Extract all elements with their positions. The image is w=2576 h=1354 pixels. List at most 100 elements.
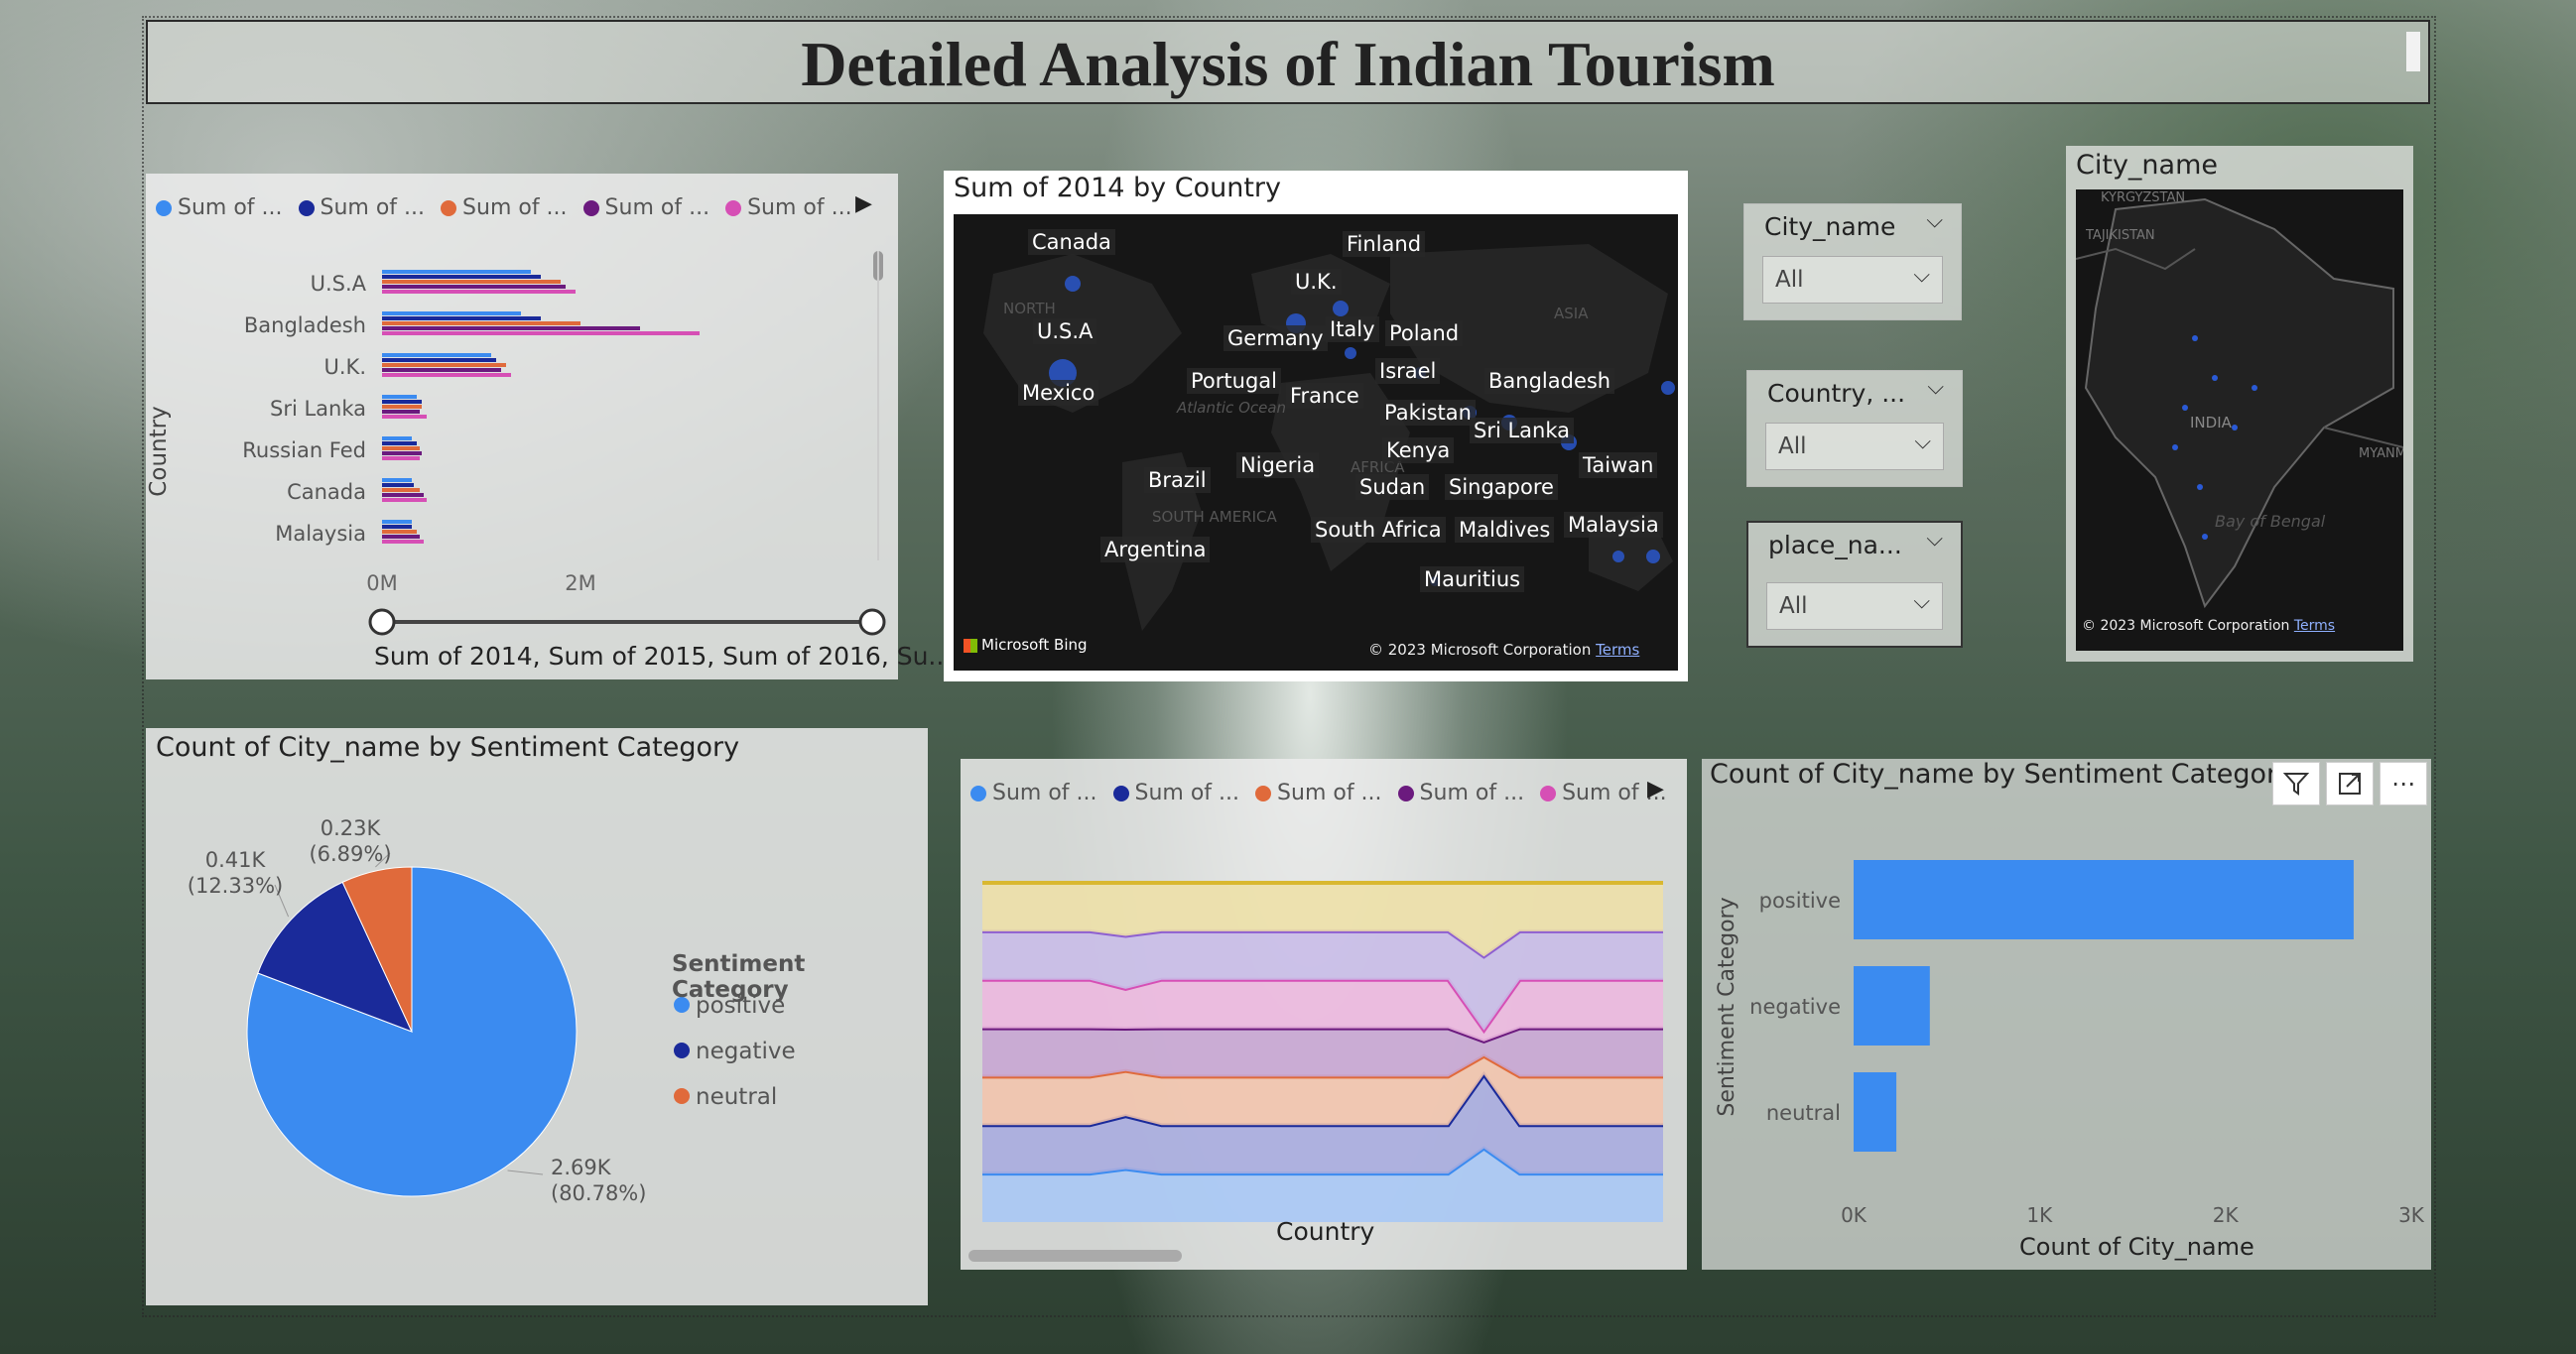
- bar: [382, 525, 412, 529]
- bar: [382, 285, 566, 289]
- map-label: Poland: [1385, 320, 1464, 346]
- map-label: Pakistan: [1380, 400, 1476, 426]
- y-axis-label: Sentiment Category: [1715, 897, 1739, 1116]
- more-options-icon[interactable]: ⋯: [2380, 762, 2427, 805]
- terms-link[interactable]: Terms: [1596, 641, 1640, 659]
- slicer-place-name[interactable]: place_na... ⌵ All ⌵: [1746, 521, 1963, 648]
- bar2-xlabel: Count of City_name: [2019, 1233, 2254, 1261]
- pie-percent-label: (80.78%): [551, 1181, 646, 1205]
- bar: [1854, 860, 2354, 939]
- legend-item[interactable]: Sum of ...: [970, 781, 1097, 805]
- map-panel[interactable]: Sum of 2014 by Country NORTH ASIA AFRICA…: [944, 171, 1688, 681]
- map-label: Brazil: [1144, 467, 1211, 493]
- legend-item[interactable]: Sum of ...: [298, 195, 425, 220]
- area-chart-legend[interactable]: Sum of ... Sum of ... Sum of ... Sum of …: [970, 781, 1667, 805]
- legend-item[interactable]: Sum of ...: [725, 195, 852, 220]
- svg-text:ASIA: ASIA: [1554, 305, 1589, 322]
- map-label: Mauritius: [1420, 566, 1525, 592]
- area-band: [982, 1055, 1663, 1126]
- legend-item[interactable]: Sum of ...: [441, 195, 568, 220]
- terms-link[interactable]: Terms: [2293, 618, 2336, 634]
- category-label: negative: [1749, 995, 1841, 1019]
- pie-slice: [341, 866, 413, 1033]
- pie-percent-label: (6.89%): [309, 842, 391, 866]
- scroll-handle[interactable]: [2406, 32, 2420, 71]
- legend-next-icon[interactable]: ▶: [855, 191, 872, 216]
- area-band: [982, 1148, 1663, 1222]
- map-label: Sri Lanka: [1470, 418, 1575, 443]
- pie-leader-line: [274, 884, 290, 918]
- slicer-dropdown[interactable]: All ⌵: [1762, 256, 1943, 304]
- category-label: U.S.A: [311, 272, 367, 296]
- legend-item[interactable]: Sum of ...: [1397, 781, 1524, 805]
- map-label: U.K.: [1291, 269, 1342, 295]
- chevron-down-icon[interactable]: ⌵: [1926, 208, 1943, 233]
- x-tick-label: 3K: [2398, 1203, 2425, 1227]
- map-label: Bangladesh: [1484, 368, 1615, 394]
- legend-label: neutral: [696, 1084, 777, 1110]
- slicer-dropdown[interactable]: All ⌵: [1765, 423, 1944, 470]
- map-copyright: © 2023 Microsoft Corporation Terms: [1368, 641, 1640, 659]
- bing-logo: Microsoft Bing: [964, 636, 1088, 654]
- slicer-dropdown[interactable]: All ⌵: [1766, 582, 1943, 630]
- bar: [382, 451, 422, 455]
- bar-chart-legend[interactable]: Sum of ... Sum of ... Sum of ... Sum of …: [156, 195, 852, 220]
- pie-leader-line: [507, 1169, 544, 1175]
- visual-toolbar: ⋯: [2272, 762, 2427, 805]
- legend-item[interactable]: Sum of ...: [582, 195, 709, 220]
- bar: [382, 400, 422, 404]
- bar: [382, 358, 496, 362]
- chevron-down-icon[interactable]: ⌵: [1926, 527, 1943, 552]
- pie-slice: [257, 881, 413, 1033]
- legend-item[interactable]: Sum of ...: [1255, 781, 1382, 805]
- bar: [382, 446, 420, 450]
- pie-legend-title: Sentiment Category: [672, 951, 806, 1003]
- bar: [382, 290, 576, 294]
- india-map-panel[interactable]: City_name KYRGYZSTAN TAJIKISTAN INDIA MY…: [2066, 146, 2413, 662]
- slicer-country[interactable]: Country, ... ⌵ All ⌵: [1746, 370, 1963, 487]
- legend-item[interactable]: Sum of ...: [1112, 781, 1239, 805]
- sentiment-bar-panel[interactable]: Count of City_name by Sentiment Category…: [1702, 759, 2431, 1270]
- india-map[interactable]: KYRGYZSTAN TAJIKISTAN INDIA MYANMA Bay o…: [2076, 189, 2403, 651]
- area-scrollbar[interactable]: [968, 1250, 1182, 1262]
- focus-mode-icon[interactable]: [2326, 762, 2374, 805]
- legend-marker: [674, 1043, 690, 1058]
- pie-value-label: 0.41K: [205, 848, 267, 872]
- pie-chart-panel[interactable]: Count of City_name by Sentiment Category…: [146, 728, 928, 1305]
- sentiment-bar-svg: Sentiment Category positive negative neutra…: [1715, 860, 2425, 1227]
- bar: [382, 373, 511, 377]
- legend-next-icon[interactable]: ▶: [1647, 777, 1664, 801]
- svg-text:NORTH: NORTH: [1003, 300, 1056, 317]
- slicer-city-name[interactable]: City_name ⌵ All ⌵: [1743, 203, 1962, 320]
- bar: [1854, 1072, 1897, 1152]
- map-label: Nigeria: [1236, 452, 1320, 478]
- svg-text:SOUTH AMERICA: SOUTH AMERICA: [1152, 508, 1278, 526]
- area-line: [982, 1146, 1663, 1176]
- bar: [382, 456, 420, 460]
- bar: [382, 326, 640, 330]
- bar: [382, 415, 427, 419]
- legend-item[interactable]: Sum of ...: [156, 195, 283, 220]
- category-label: Canada: [287, 480, 366, 504]
- map-label: Taiwan: [1579, 452, 1658, 478]
- bar-chart-slider-label: Sum of 2014, Sum of 2015, Sum of 2016, S…: [374, 642, 953, 671]
- area-chart-panel[interactable]: Sum of ... Sum of ... Sum of ... Sum of …: [961, 759, 1687, 1270]
- filter-icon[interactable]: [2272, 762, 2320, 805]
- world-map[interactable]: NORTH ASIA AFRICA SOUTH AMERICA Atlantic…: [954, 214, 1678, 671]
- bar: [382, 353, 491, 357]
- map-label: Portugal: [1187, 368, 1281, 394]
- x-tick-label: 2K: [2213, 1203, 2240, 1227]
- bar: [382, 311, 521, 315]
- chevron-down-icon: ⌵: [1913, 589, 1930, 614]
- x-tick-label: 0M: [366, 571, 397, 595]
- legend-item[interactable]: Sum of ...: [1540, 781, 1667, 805]
- svg-text:Bay of Bengal: Bay of Bengal: [2215, 512, 2326, 531]
- category-label: Sri Lanka: [270, 397, 366, 421]
- bar-chart-panel[interactable]: Sum of ... Sum of ... Sum of ... Sum of …: [146, 174, 952, 679]
- legend-label: positive: [696, 993, 785, 1019]
- range-slider-handle: [858, 608, 886, 636]
- chevron-down-icon[interactable]: ⌵: [1927, 375, 1944, 400]
- pie-chart-svg: 2.69K(80.78%) 0.41K(12.33%) 0.23K(6.89%) po…: [188, 816, 796, 1205]
- legend-label: negative: [696, 1039, 796, 1064]
- bar: [1854, 966, 1930, 1046]
